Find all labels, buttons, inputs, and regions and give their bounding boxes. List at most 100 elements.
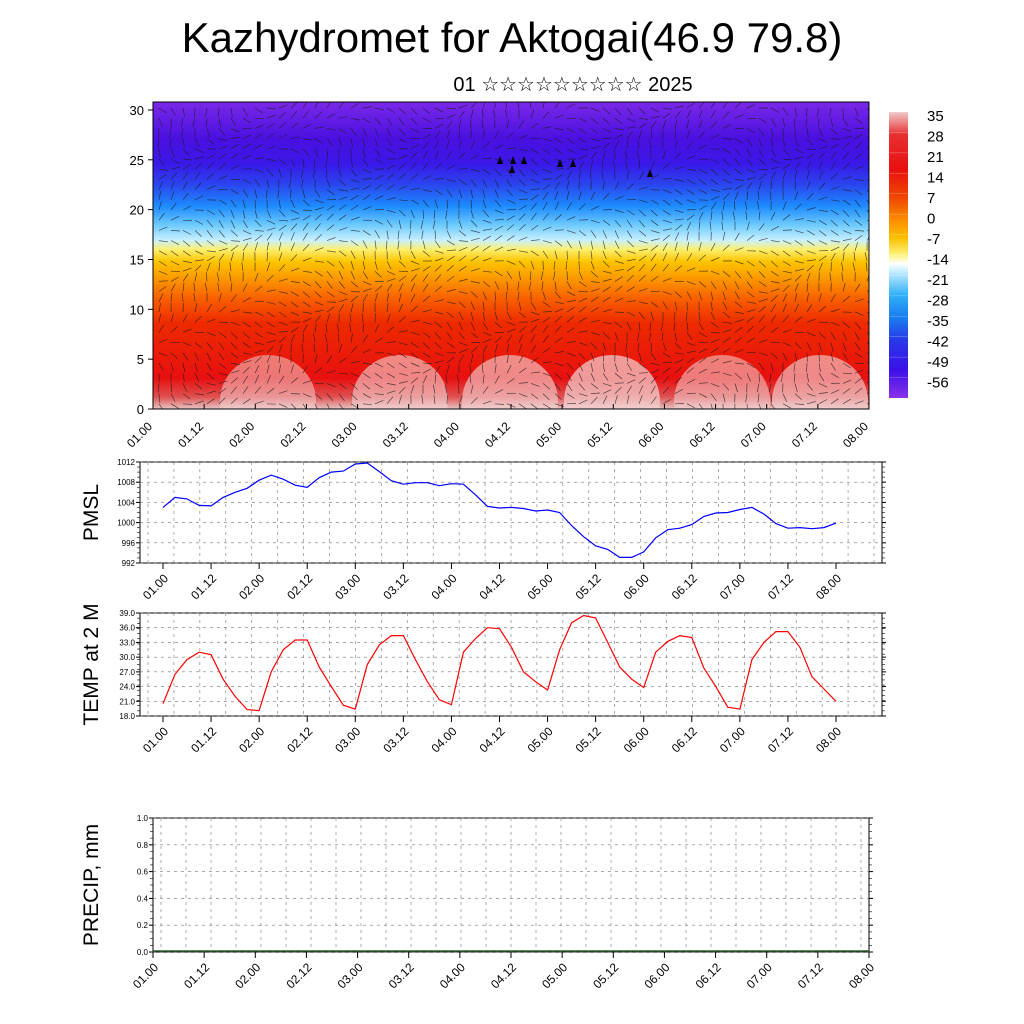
wind-barb bbox=[722, 311, 731, 318]
wind-barb bbox=[374, 128, 379, 137]
wind-barb bbox=[614, 134, 624, 139]
wind-barb bbox=[554, 250, 558, 260]
wind-barb bbox=[530, 122, 539, 129]
wind-barb bbox=[398, 372, 408, 376]
wind-barb bbox=[866, 189, 869, 194]
wind-barb bbox=[386, 362, 395, 369]
wind-barb bbox=[686, 199, 696, 204]
wind-barb bbox=[362, 106, 372, 109]
wind-barb bbox=[506, 215, 515, 221]
wind-barb bbox=[794, 230, 804, 234]
wind-barb bbox=[710, 383, 720, 388]
wind-barb bbox=[193, 292, 196, 302]
wind-barb bbox=[482, 374, 485, 384]
wind-barb bbox=[242, 220, 248, 229]
wind-barb bbox=[266, 145, 276, 150]
wind-barb bbox=[182, 158, 192, 161]
wind-barb bbox=[854, 153, 863, 160]
wind-barb bbox=[530, 109, 535, 119]
wind-barb bbox=[566, 171, 572, 180]
wind-barb bbox=[818, 352, 820, 362]
wind-barb bbox=[374, 362, 384, 368]
wind-barb bbox=[590, 205, 600, 211]
wind-barb bbox=[290, 102, 298, 109]
wind-barb bbox=[698, 179, 707, 185]
wind-barb bbox=[290, 223, 298, 231]
wind-barb bbox=[182, 373, 185, 383]
wind-barb bbox=[194, 230, 202, 237]
wind-barb bbox=[422, 209, 425, 220]
wind-barb bbox=[794, 148, 804, 154]
wind-barb bbox=[362, 288, 372, 292]
wind-barb bbox=[542, 301, 551, 308]
wind-barb bbox=[674, 265, 683, 272]
wind-barb bbox=[542, 102, 545, 109]
wind-barb bbox=[482, 199, 487, 209]
wind-barb bbox=[590, 191, 596, 200]
wind-barb bbox=[386, 128, 392, 137]
wind-flag-marker bbox=[570, 159, 576, 167]
wind-barb bbox=[398, 293, 402, 302]
wind-barb bbox=[206, 362, 212, 371]
wind-barb bbox=[326, 237, 336, 241]
wind-barb bbox=[578, 352, 586, 360]
wind-barb bbox=[722, 187, 732, 190]
wind-barb bbox=[578, 154, 588, 160]
wind-barb bbox=[830, 186, 840, 190]
wind-barb bbox=[398, 117, 405, 126]
wind-barb bbox=[170, 362, 174, 372]
wind-barb bbox=[698, 221, 701, 231]
wind-barb bbox=[602, 308, 612, 313]
wind-barb bbox=[757, 393, 760, 403]
wind-barb bbox=[422, 141, 429, 150]
wind-barb bbox=[626, 275, 634, 282]
wind-barb bbox=[325, 323, 328, 333]
wind-barb bbox=[530, 202, 537, 211]
wind-barb bbox=[314, 323, 317, 333]
wind-barb bbox=[338, 204, 347, 211]
wind-barb bbox=[302, 102, 308, 109]
wind-flag-marker bbox=[557, 159, 563, 167]
wind-barb bbox=[734, 247, 744, 252]
wind-barb bbox=[398, 352, 407, 358]
wind-barb bbox=[770, 281, 780, 284]
wind-barb bbox=[338, 196, 348, 201]
wind-barb bbox=[638, 385, 644, 394]
wind-barb bbox=[806, 259, 816, 262]
wind-barb bbox=[254, 117, 265, 120]
wind-barb bbox=[362, 383, 371, 390]
wind-barb bbox=[866, 321, 869, 326]
wind-barb bbox=[170, 292, 173, 302]
warm-patch bbox=[674, 355, 770, 409]
wind-barb bbox=[301, 343, 304, 353]
wind-barb bbox=[650, 230, 660, 234]
wind-barb bbox=[494, 375, 500, 384]
wind-barb bbox=[458, 311, 464, 321]
temp-x-tick-label: 04.12 bbox=[476, 724, 507, 755]
wind-barb bbox=[470, 168, 480, 172]
wind-barb bbox=[770, 250, 779, 256]
pmsl-y-tick-label: 1012 bbox=[117, 458, 135, 467]
wind-barb bbox=[518, 334, 524, 343]
wind-barb bbox=[518, 403, 527, 409]
wind-barb bbox=[218, 352, 225, 361]
wind-barb bbox=[770, 180, 772, 190]
wind-barb bbox=[434, 107, 444, 113]
wind-barb bbox=[830, 230, 839, 236]
wind-barb bbox=[734, 260, 744, 265]
x-tick-label: 07.12 bbox=[789, 419, 820, 450]
wind-barb bbox=[446, 120, 453, 129]
wind-barb bbox=[386, 283, 393, 292]
wind-barb bbox=[326, 260, 335, 267]
wind-barb bbox=[722, 360, 732, 364]
wind-barb bbox=[194, 156, 204, 160]
wind-barb bbox=[362, 250, 366, 260]
wind-barb bbox=[662, 228, 672, 231]
wind-barb bbox=[266, 354, 271, 364]
wind-barb bbox=[746, 128, 755, 134]
wind-barb bbox=[218, 145, 228, 150]
wind-barb bbox=[506, 189, 514, 197]
wind-barb bbox=[326, 281, 333, 289]
wind-barb bbox=[674, 189, 683, 195]
wind-barb bbox=[266, 114, 276, 119]
